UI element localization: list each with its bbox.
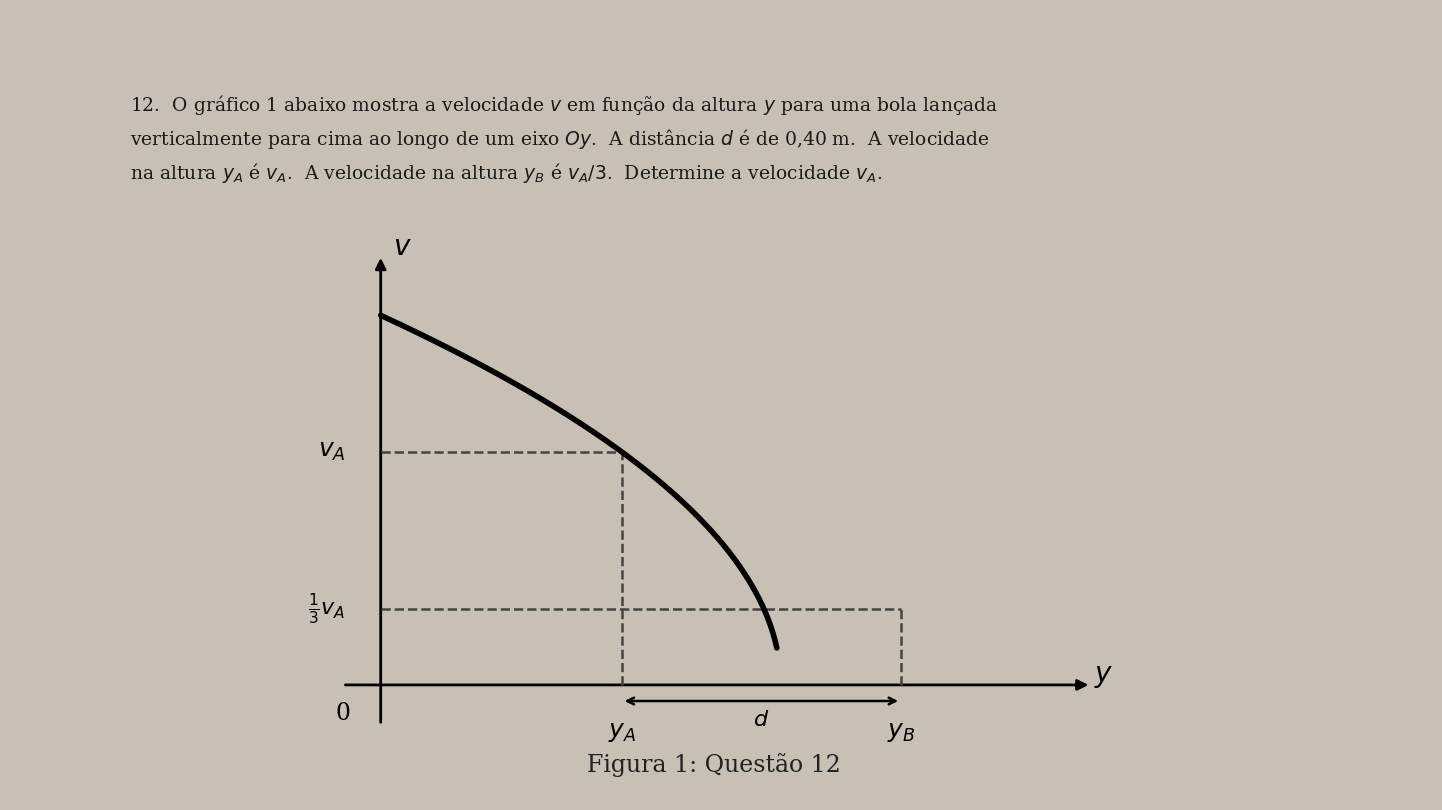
Text: 0: 0: [335, 701, 350, 725]
Text: Figura 1: Questão 12: Figura 1: Questão 12: [587, 753, 841, 778]
Text: $d$: $d$: [753, 709, 770, 731]
Text: $y_B$: $y_B$: [887, 721, 916, 744]
Text: 12.  O gráfico 1 abaixo mostra a velocidade $v$ em função da altura $y$ para uma: 12. O gráfico 1 abaixo mostra a velocida…: [130, 93, 998, 185]
Text: $v_A$: $v_A$: [319, 441, 346, 463]
Text: $y_A$: $y_A$: [607, 721, 636, 744]
Text: $\frac{1}{3}v_A$: $\frac{1}{3}v_A$: [309, 591, 346, 626]
Text: $v$: $v$: [394, 233, 412, 261]
Text: $y$: $y$: [1094, 663, 1113, 690]
